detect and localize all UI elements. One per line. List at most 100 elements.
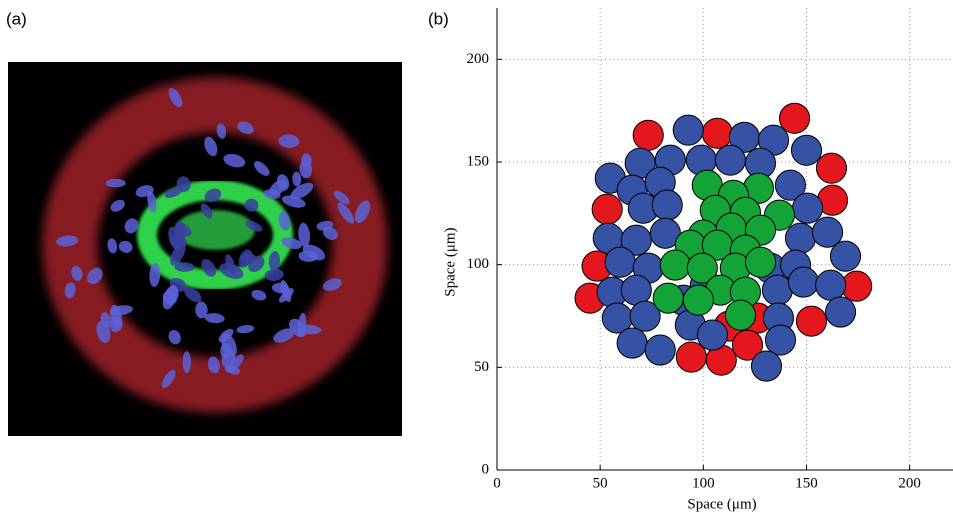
nucleus xyxy=(174,262,195,272)
nucleus xyxy=(64,282,76,299)
y-tick-label: 50 xyxy=(474,359,489,375)
nucleus xyxy=(299,160,313,179)
cell xyxy=(682,284,714,316)
cell xyxy=(651,189,683,221)
nucleus xyxy=(182,351,191,374)
green-core xyxy=(175,210,255,250)
nucleus xyxy=(280,280,292,303)
nucleus xyxy=(264,268,284,281)
cell xyxy=(774,169,806,201)
nucleus xyxy=(147,191,157,213)
y-tick-label: 100 xyxy=(467,256,490,272)
cell xyxy=(686,252,718,284)
y-tick-label: 0 xyxy=(482,461,490,477)
nucleus xyxy=(281,237,302,250)
nucleus xyxy=(278,134,300,148)
cell xyxy=(811,216,844,248)
nucleus xyxy=(170,242,186,266)
panel-label: (b) xyxy=(428,9,449,28)
x-tick-label: 200 xyxy=(898,475,921,491)
nucleus xyxy=(168,88,183,108)
y-tick-label: 150 xyxy=(467,153,490,169)
cell xyxy=(744,246,777,278)
nucleus xyxy=(354,200,371,224)
x-tick-label: 150 xyxy=(795,475,818,491)
nucleus xyxy=(248,255,265,273)
nucleus xyxy=(161,369,176,389)
nucleus xyxy=(292,171,302,187)
cell xyxy=(750,350,783,382)
nucleus xyxy=(333,190,350,205)
nucleus xyxy=(200,203,213,219)
nucleus xyxy=(174,221,184,241)
nucleus xyxy=(124,218,139,234)
nucleus xyxy=(298,250,318,262)
micrograph xyxy=(8,62,402,436)
nucleus xyxy=(316,220,334,231)
cell xyxy=(778,102,811,134)
nucleus xyxy=(221,333,237,357)
nucleus xyxy=(109,316,123,333)
nucleus xyxy=(253,161,270,176)
nucleus xyxy=(118,240,133,253)
cell xyxy=(616,327,648,359)
cell xyxy=(784,222,817,254)
nucleus xyxy=(298,222,311,248)
cell xyxy=(620,224,652,256)
cell xyxy=(659,249,691,281)
nucleus xyxy=(56,235,79,247)
nucleus xyxy=(225,254,236,275)
cell xyxy=(815,152,848,184)
nucleus xyxy=(289,318,307,338)
cell xyxy=(731,329,764,361)
nucleus xyxy=(290,182,314,200)
x-tick-label: 100 xyxy=(692,475,715,491)
nucleus xyxy=(223,153,246,168)
nucleus xyxy=(245,220,263,232)
cell xyxy=(701,117,733,149)
plot: 0 50 100 150 200 0 50 100 150 200 Space (μm) Space … xyxy=(442,8,953,512)
cell xyxy=(815,269,847,301)
cell xyxy=(620,274,652,306)
y-axis-label: Space (μm) xyxy=(442,227,458,296)
nucleus xyxy=(204,136,218,157)
nucleus xyxy=(149,263,161,287)
nucleus xyxy=(237,121,254,135)
cell xyxy=(629,300,661,332)
cell xyxy=(632,119,664,151)
nucleus xyxy=(244,198,259,212)
nucleus xyxy=(71,265,83,281)
nucleus xyxy=(273,328,295,343)
nucleus xyxy=(168,330,181,345)
nucleus xyxy=(322,278,342,291)
nucleus xyxy=(204,188,222,203)
cell xyxy=(604,246,636,278)
cell xyxy=(795,305,828,337)
x-tick-label: 50 xyxy=(593,475,608,491)
cell xyxy=(787,266,819,298)
nucleus xyxy=(162,284,178,310)
y-tick-label: 200 xyxy=(467,51,490,67)
nucleus xyxy=(201,259,217,277)
cell xyxy=(714,144,746,176)
nucleus xyxy=(87,267,103,285)
nucleus xyxy=(251,289,267,301)
nucleus xyxy=(337,202,355,224)
x-axis-label: Space (μm) xyxy=(687,496,756,512)
cell xyxy=(829,240,862,272)
nucleus xyxy=(204,313,225,324)
nucleus xyxy=(105,178,126,188)
nucleus xyxy=(184,286,202,303)
cell xyxy=(764,324,797,356)
nucleus xyxy=(263,189,281,199)
nucleus xyxy=(110,199,125,212)
cell xyxy=(696,319,728,351)
nucleus xyxy=(227,354,244,373)
cell xyxy=(761,274,793,306)
nucleus xyxy=(107,238,118,254)
cell xyxy=(591,193,623,225)
nucleus xyxy=(164,187,183,198)
nucleus xyxy=(195,301,208,319)
nucleus xyxy=(278,211,291,231)
